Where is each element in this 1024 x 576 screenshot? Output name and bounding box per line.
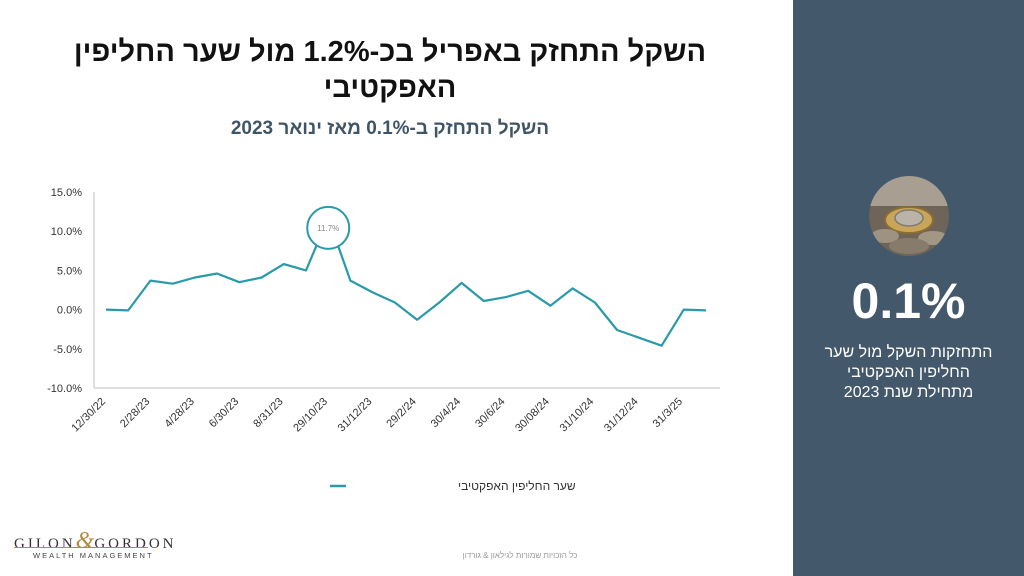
y-tick-label: 5.0% bbox=[57, 265, 82, 277]
x-tick-label: 29/2/24 bbox=[384, 396, 418, 430]
big-metric-value: 0.1% bbox=[851, 273, 966, 329]
footer-copyright: כל הזכויות שמורות לגילאון & גורדון bbox=[462, 551, 578, 560]
annotation-label: 11.7% bbox=[317, 224, 339, 233]
x-tick-label: 8/31/23 bbox=[251, 396, 285, 430]
legend-label: שער החליפין האפקטיבי bbox=[458, 479, 576, 493]
y-tick-label: -5.0% bbox=[53, 344, 82, 356]
chart-legend: שער החליפין האפקטיבי bbox=[330, 479, 576, 493]
x-axis: 12/30/22 2/28/23 4/28/23 6/30/23 8/31/23 29/1… bbox=[69, 387, 720, 435]
series-line bbox=[105, 216, 707, 347]
page-title: השקל התחזק באפריל בכ-1.2% מול שער החליפי… bbox=[20, 34, 760, 106]
metric-description-line-1: התחזקות השקל מול שער bbox=[824, 344, 993, 361]
sidebar-panel bbox=[793, 0, 1024, 576]
y-tick-label: -10.0% bbox=[47, 383, 82, 395]
logo-divider bbox=[14, 547, 148, 548]
peak-annotation: 11.7% bbox=[306, 205, 351, 250]
y-tick-label: 0.0% bbox=[57, 305, 82, 317]
x-tick-label: 29/10/23 bbox=[291, 396, 330, 435]
x-tick-label: 6/30/23 bbox=[207, 396, 241, 430]
x-tick-label: 30/6/24 bbox=[473, 396, 507, 430]
metric-description-line-2: החליפין האפקטיבי bbox=[847, 364, 970, 381]
x-tick-label: 30/08/24 bbox=[513, 396, 552, 435]
x-tick-label: 31/12/24 bbox=[602, 396, 641, 435]
logo-name-left: GILON bbox=[14, 536, 76, 552]
series-group bbox=[105, 216, 707, 347]
chart-subtitle: השקל התחזק ב-0.1% מאז ינואר 2023 bbox=[230, 118, 550, 139]
x-tick-label: 30/4/24 bbox=[429, 396, 463, 430]
x-tick-label: 31/12/23 bbox=[336, 396, 375, 435]
title-line-2: האפקטיבי bbox=[323, 72, 457, 104]
logo-tagline: WEALTH MANAGEMENT bbox=[33, 551, 154, 560]
y-axis: 15.0% 10.0% 5.0% 0.0% -5.0% -10.0% bbox=[47, 187, 95, 395]
annotation-circle bbox=[306, 205, 351, 250]
coins-icon bbox=[869, 176, 949, 256]
metric-description: התחזקות השקל מול שער החליפין האפקטיבי מת… bbox=[800, 343, 1017, 403]
metric-description-line-3: מתחילת שנת 2023 bbox=[843, 384, 974, 401]
x-tick-label: 4/28/23 bbox=[162, 396, 196, 430]
title-line-1: השקל התחזק באפריל בכ-1.2% מול שער החליפי… bbox=[73, 36, 707, 68]
y-tick-label: 10.0% bbox=[51, 226, 82, 238]
logo-name-right: GORDON bbox=[94, 536, 177, 552]
x-tick-label: 12/30/22 bbox=[69, 396, 108, 435]
y-tick-label: 15.0% bbox=[51, 187, 82, 199]
x-tick-label: 31/10/24 bbox=[558, 396, 597, 435]
x-tick-label: 31/3/25 bbox=[651, 396, 685, 430]
line-chart: 15.0% 10.0% 5.0% 0.0% -5.0% -10.0% 12/30/22 2/… bbox=[47, 187, 720, 493]
coins-photo bbox=[869, 176, 949, 256]
x-tick-label: 2/28/23 bbox=[118, 396, 152, 430]
